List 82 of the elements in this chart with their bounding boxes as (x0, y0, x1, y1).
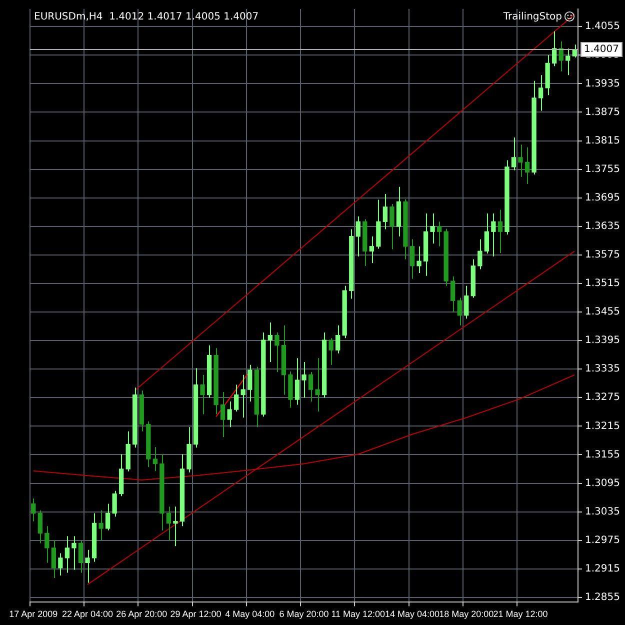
x-tick-label: 22 Apr 04:00 (62, 609, 114, 620)
x-tick-label: 29 Apr 12:00 (170, 609, 222, 620)
candlestick (302, 361, 306, 398)
candlestick (200, 374, 205, 415)
candlestick (416, 246, 422, 274)
candlestick (430, 213, 435, 244)
candlestick (336, 324, 340, 354)
candlestick (369, 236, 374, 264)
y-tick-label: 1.3455 (585, 306, 620, 318)
y-tick-label: 1.2855 (585, 592, 620, 604)
y-tick-label: 1.2915 (585, 563, 620, 574)
candlestick (58, 552, 63, 576)
candlestick (457, 297, 462, 326)
candlestick (274, 332, 280, 372)
candlestick (524, 146, 530, 185)
y-tick-label: 1.3275 (585, 392, 620, 404)
y-tick-label: 1.3575 (585, 250, 620, 261)
candlestick (98, 510, 104, 541)
candlestick (464, 285, 469, 320)
y-tick-label: 1.3695 (585, 192, 620, 204)
candlestick (105, 503, 110, 531)
annotation: TrailingStop (502, 12, 562, 23)
y-tick-label: 1.3875 (585, 106, 620, 118)
candlestick (44, 526, 50, 564)
candlestick (511, 136, 516, 171)
x-tick-label: 11 May 12:00 (331, 609, 386, 620)
candlestick (234, 384, 239, 412)
candlestick (38, 510, 42, 544)
candlestick (491, 213, 496, 257)
x-tick-label: 17 Apr 2009 (9, 609, 58, 620)
y-tick-label: 1.4055 (585, 21, 620, 32)
y-tick-label: 1.3095 (585, 478, 620, 489)
candlestick (166, 506, 172, 541)
y-tick-label: 1.3635 (585, 220, 620, 232)
y-tick-label: 1.3335 (585, 364, 620, 375)
candlestick (538, 74, 544, 112)
y-tick-label: 1.3515 (585, 278, 620, 290)
chart-title: EURUSDm,H4 1.4012 1.4017 1.4005 1.4007 (34, 12, 259, 23)
y-tick-label: 1.3035 (585, 506, 620, 518)
y-tick-label: 1.3215 (585, 420, 620, 432)
candlestick (356, 216, 360, 257)
candlestick (328, 338, 334, 366)
candlestick (518, 144, 523, 178)
candlestick (220, 391, 226, 438)
y-tick-label: 1.3395 (585, 335, 620, 346)
ref-line-label: 1.4007 (584, 44, 620, 56)
candlestick (85, 549, 90, 584)
candlestick (484, 213, 490, 254)
candlestick (51, 540, 56, 578)
candlestick (308, 371, 314, 402)
x-tick-label: 4 May 04:00 (225, 609, 275, 620)
x-tick-label: 21 May 12:00 (493, 609, 548, 620)
candlestick (112, 490, 117, 518)
y-tick-label: 1.3935 (585, 78, 620, 90)
candlestick (72, 536, 76, 570)
x-tick-label: 18 May 20:00 (439, 609, 494, 620)
candlestick (152, 446, 158, 472)
candlestick (390, 204, 394, 250)
candlestick (173, 506, 178, 547)
candlestick (410, 238, 415, 280)
candlestick (436, 221, 442, 247)
x-tick-label: 6 May 20:00 (279, 609, 329, 620)
candlestick (450, 276, 456, 313)
candlestick (78, 540, 84, 574)
y-tick-label: 1.3155 (585, 449, 620, 460)
candlestick (315, 358, 320, 412)
candlestick (552, 30, 557, 67)
y-tick-label: 1.2975 (585, 534, 620, 546)
candlestick (248, 364, 252, 402)
candlestick (227, 400, 232, 428)
candlestick (31, 498, 36, 522)
candlestick (498, 209, 503, 254)
x-tick-label: 14 May 04:00 (384, 609, 440, 620)
candlestick (64, 536, 70, 574)
candlestick (268, 322, 273, 362)
y-tick-label: 1.3815 (585, 135, 620, 146)
candlestick (240, 374, 246, 418)
candlestick (294, 358, 300, 406)
candlestick (382, 194, 388, 230)
y-tick-label: 1.3755 (585, 164, 620, 175)
candlestick (478, 238, 482, 270)
x-tick-label: 26 Apr 20:00 (116, 609, 168, 620)
